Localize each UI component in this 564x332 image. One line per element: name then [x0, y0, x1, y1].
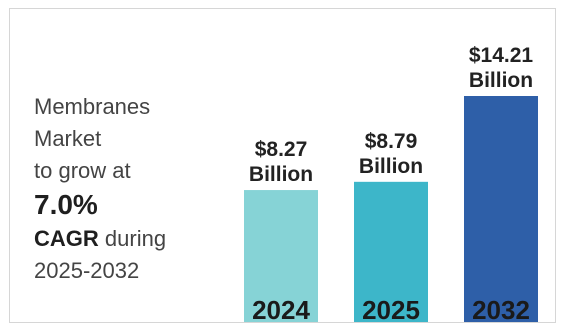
market-size-bar-chart: $8.27 Billion 2024 $8.79 Billion 2025 $14.21 Bi… [244, 44, 538, 323]
headline-line-1: Membranes [34, 94, 151, 119]
infographic-panel: Membranes Market to grow at 7.0% CAGR du… [9, 8, 556, 323]
bar-2032 [464, 96, 538, 322]
growth-rate: 7.0% [34, 189, 98, 220]
category-label-2025: 2025 [362, 295, 420, 323]
forecast-period: 2025-2032 [34, 258, 140, 283]
headline-line-2: Market [34, 126, 102, 151]
value-label-2024: $8.27 Billion [249, 138, 313, 186]
value-label-2032: $14.21 Billion [469, 44, 534, 92]
during-label: during [98, 226, 167, 251]
cagr-line: CAGR during [34, 223, 244, 255]
category-label-2032: 2032 [472, 295, 530, 323]
headline-line-3: to grow at [34, 158, 131, 183]
headline-text: Membranes Market to grow at 7.0% CAGR du… [34, 91, 244, 287]
value-label-2025: $8.79 Billion [359, 130, 423, 178]
cagr-label: CAGR [34, 226, 99, 251]
bar-2025 [354, 181, 428, 322]
bar-2024 [244, 190, 318, 322]
category-label-2024: 2024 [252, 295, 310, 323]
